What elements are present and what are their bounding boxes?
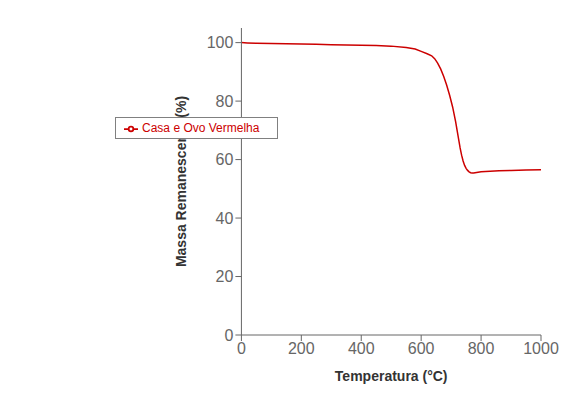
svg-text:800: 800	[468, 340, 495, 357]
svg-text:600: 600	[408, 340, 435, 357]
svg-text:400: 400	[348, 340, 375, 357]
svg-text:Massa Remanescente (%): Massa Remanescente (%)	[173, 96, 189, 267]
svg-text:0: 0	[225, 327, 234, 344]
svg-text:60: 60	[216, 151, 234, 168]
svg-text:40: 40	[216, 210, 234, 227]
svg-text:100: 100	[207, 34, 234, 51]
svg-text:1000: 1000	[523, 340, 559, 357]
svg-text:0: 0	[237, 340, 246, 357]
svg-text:200: 200	[288, 340, 315, 357]
svg-text:Temperatura (°C): Temperatura (°C)	[335, 368, 448, 384]
svg-text:80: 80	[216, 93, 234, 110]
svg-text:20: 20	[216, 268, 234, 285]
html-text:Casa e Ovo Vermelha: Casa e Ovo Vermelha	[142, 121, 260, 135]
